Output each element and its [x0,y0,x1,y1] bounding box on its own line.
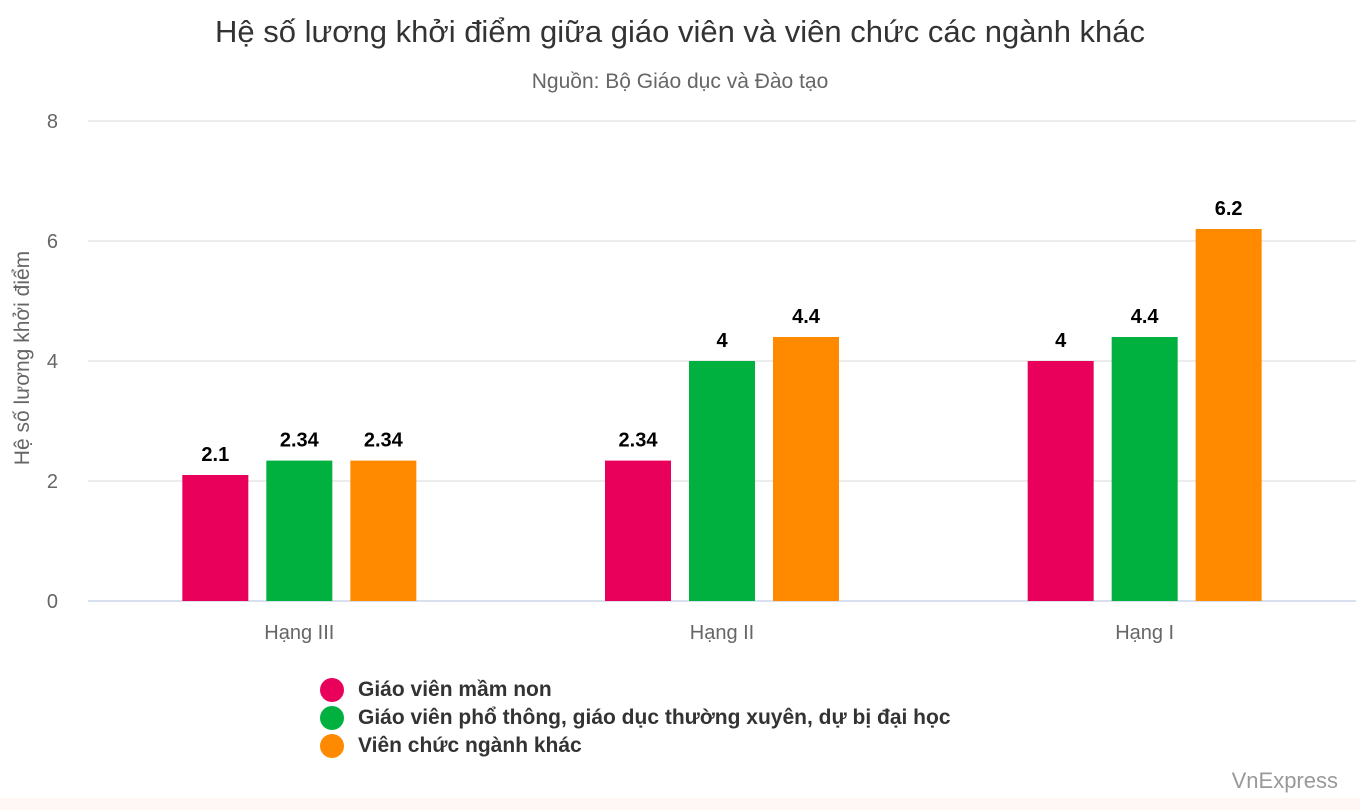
data-label: 2.1 [201,444,229,466]
y-tick-label: 2 [47,471,58,493]
x-tick-label: Hạng III [264,622,334,644]
legend-swatch-pho-thong [320,706,344,730]
data-label: 2.34 [280,430,320,452]
y-tick-label: 8 [47,111,58,133]
data-label: 6.2 [1215,198,1243,220]
data-label: 4 [716,330,728,352]
data-label: 4 [1055,330,1067,352]
y-tick-label: 0 [47,591,58,613]
bar[interactable] [773,337,839,601]
bar[interactable] [689,361,755,601]
legend-item-nganh-khac[interactable]: Viên chức ngành khác [320,732,951,760]
bar[interactable] [1111,337,1178,601]
legend-item-pho-thong[interactable]: Giáo viên phổ thông, giáo dục thường xuy… [320,704,951,732]
bars [182,229,1262,601]
chart-subtitle: Nguồn: Bộ Giáo dục và Đào tạo [531,70,829,93]
data-label: 4.4 [1131,306,1160,328]
y-tick-labels: 0 2 4 6 8 [47,111,58,613]
bar[interactable] [350,460,417,601]
x-tick-labels: Hạng III Hạng II Hạng I [264,622,1174,644]
legend-item-mam-non[interactable]: Giáo viên mầm non [320,676,951,704]
data-labels: 2.1 2.34 2.34 2.34 4 4.4 4 4.4 6.2 [201,198,1242,466]
chart-title: Hệ số lương khởi điểm giữa giáo viên và … [214,14,1146,49]
data-label: 4.4 [792,306,821,328]
bottom-strip [0,798,1360,810]
x-tick-label: Hạng I [1115,622,1174,644]
y-axis-label: Hệ số lương khởi điểm [11,250,34,466]
data-label: 2.34 [619,430,659,452]
y-tick-label: 6 [47,231,58,253]
legend-label-nganh-khac: Viên chức ngành khác [358,734,582,757]
bar[interactable] [182,475,249,601]
bar[interactable] [1027,361,1094,601]
legend: Giáo viên mầm non Giáo viên phổ thông, g… [320,676,951,760]
y-tick-label: 4 [47,351,58,373]
bar[interactable] [266,460,333,601]
bar[interactable] [1195,229,1262,601]
source-credit: VnExpress [1231,768,1338,793]
bar[interactable] [605,460,671,601]
legend-label-pho-thong: Giáo viên phổ thông, giáo dục thường xuy… [358,706,951,729]
legend-label-mam-non: Giáo viên mầm non [358,678,552,701]
data-label: 2.34 [364,430,404,452]
x-tick-label: Hạng II [690,622,754,644]
legend-swatch-mam-non [320,678,344,702]
legend-swatch-nganh-khac [320,734,344,758]
